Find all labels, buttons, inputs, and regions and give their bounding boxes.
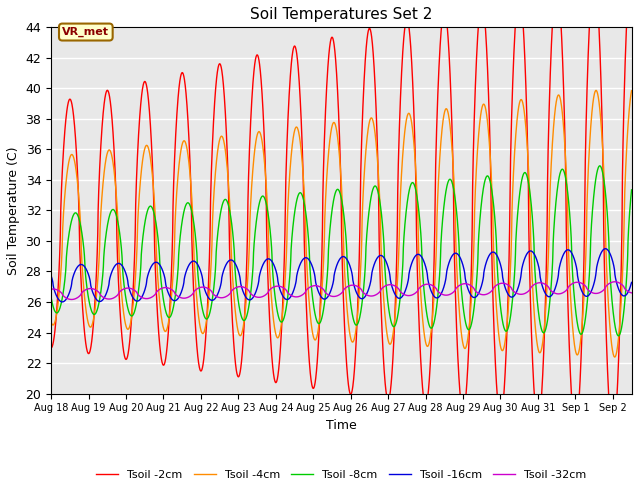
Tsoil -32cm (611, 279, 619, 285)
Line: Tsoil -2cm: Tsoil -2cm (51, 0, 632, 435)
Tsoil -8cm (295, 191, 303, 197)
Tsoil -2cm (609, 432, 616, 438)
Tsoil -32cm (148, 294, 156, 300)
Line: Tsoil -32cm: Tsoil -32cm (51, 282, 632, 300)
Tsoil -16cm (602, 246, 609, 252)
Tsoil -16cm (617, 290, 625, 296)
Y-axis label: Soil Temperature (C): Soil Temperature (C) (7, 146, 20, 275)
Tsoil -2cm (148, 146, 156, 152)
Tsoil -32cm (554, 291, 562, 297)
Tsoil -4cm (295, 130, 303, 136)
Tsoil -32cm (295, 294, 303, 300)
Tsoil -16cm (554, 276, 562, 282)
Tsoil -2cm (616, 302, 624, 308)
Tsoil -2cm (295, 73, 303, 79)
Tsoil -8cm (596, 163, 604, 168)
Tsoil -4cm (113, 206, 121, 212)
X-axis label: Time: Time (326, 419, 356, 432)
Tsoil -2cm (113, 249, 121, 255)
Tsoil -16cm (148, 263, 156, 268)
Tsoil -16cm (628, 279, 636, 285)
Tsoil -32cm (47, 287, 55, 292)
Tsoil -4cm (270, 319, 278, 324)
Tsoil -32cm (114, 292, 122, 298)
Tsoil -8cm (113, 216, 121, 222)
Tsoil -4cm (592, 87, 600, 93)
Tsoil -8cm (628, 187, 636, 193)
Tsoil -8cm (617, 329, 625, 335)
Tsoil -8cm (47, 295, 55, 300)
Tsoil -32cm (617, 281, 625, 287)
Tsoil -4cm (554, 93, 561, 99)
Title: Soil Temperatures Set 2: Soil Temperatures Set 2 (250, 7, 433, 22)
Tsoil -2cm (270, 372, 278, 378)
Tsoil -32cm (628, 290, 636, 296)
Tsoil -16cm (114, 261, 122, 266)
Tsoil -32cm (68, 297, 76, 302)
Tsoil -16cm (47, 273, 55, 278)
Tsoil -4cm (611, 354, 618, 360)
Tsoil -4cm (148, 166, 156, 172)
Tsoil -4cm (617, 310, 625, 315)
Tsoil -8cm (614, 333, 622, 339)
Line: Tsoil -4cm: Tsoil -4cm (51, 90, 632, 357)
Tsoil -16cm (58, 299, 66, 305)
Tsoil -8cm (270, 281, 278, 287)
Tsoil -8cm (554, 184, 561, 190)
Line: Tsoil -16cm: Tsoil -16cm (51, 249, 632, 302)
Tsoil -2cm (47, 345, 55, 351)
Tsoil -16cm (295, 264, 303, 270)
Tsoil -16cm (270, 262, 278, 268)
Tsoil -4cm (628, 88, 636, 94)
Tsoil -8cm (148, 204, 156, 210)
Text: VR_met: VR_met (62, 27, 109, 37)
Legend: Tsoil -2cm, Tsoil -4cm, Tsoil -8cm, Tsoil -16cm, Tsoil -32cm: Tsoil -2cm, Tsoil -4cm, Tsoil -8cm, Tsoi… (92, 465, 591, 480)
Line: Tsoil -8cm: Tsoil -8cm (51, 166, 632, 336)
Tsoil -4cm (47, 319, 55, 325)
Tsoil -32cm (270, 284, 278, 290)
